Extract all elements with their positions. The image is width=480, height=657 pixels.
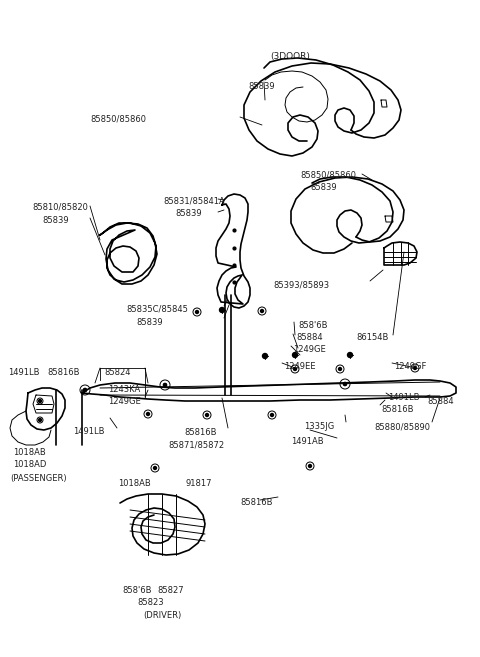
Text: 85827: 85827 xyxy=(157,586,184,595)
Text: 85816B: 85816B xyxy=(381,405,413,414)
Text: (DRIVER): (DRIVER) xyxy=(143,611,181,620)
Circle shape xyxy=(195,311,199,313)
Text: 858'6B: 858'6B xyxy=(298,321,327,330)
Text: 85816B: 85816B xyxy=(47,368,80,377)
Text: 1491AB: 1491AB xyxy=(291,437,324,446)
Text: 85839: 85839 xyxy=(248,82,275,91)
Text: 1491LB: 1491LB xyxy=(8,368,39,377)
Text: (PASSENGER): (PASSENGER) xyxy=(10,474,67,483)
Text: 85835C/85845: 85835C/85845 xyxy=(126,305,188,314)
Circle shape xyxy=(348,353,352,357)
Text: 85831/85841A: 85831/85841A xyxy=(163,196,225,205)
Text: 858'6B: 858'6B xyxy=(122,586,152,595)
Text: 86154B: 86154B xyxy=(356,333,388,342)
Circle shape xyxy=(261,309,264,313)
Text: 85839: 85839 xyxy=(42,216,69,225)
Text: 85884: 85884 xyxy=(427,397,454,406)
Text: 85823: 85823 xyxy=(137,598,164,607)
Circle shape xyxy=(344,382,347,386)
Text: 1249GF: 1249GF xyxy=(394,362,426,371)
Text: 85393/85893: 85393/85893 xyxy=(273,280,329,289)
Text: 1249GE: 1249GE xyxy=(293,345,326,354)
Circle shape xyxy=(271,413,274,417)
Text: 85871/85872: 85871/85872 xyxy=(168,441,224,450)
Circle shape xyxy=(164,384,167,386)
Circle shape xyxy=(205,413,208,417)
Text: 1018AD: 1018AD xyxy=(13,460,47,469)
Text: 1491LB: 1491LB xyxy=(73,427,105,436)
Circle shape xyxy=(344,382,347,386)
Text: 85816B: 85816B xyxy=(184,428,216,437)
Circle shape xyxy=(292,353,298,357)
Text: 85839: 85839 xyxy=(310,183,336,192)
Text: 85824: 85824 xyxy=(104,368,131,377)
Circle shape xyxy=(154,466,156,470)
Circle shape xyxy=(38,419,41,422)
Text: 1249EE: 1249EE xyxy=(284,362,315,371)
Text: 85839: 85839 xyxy=(136,318,163,327)
Text: 85850/85860: 85850/85860 xyxy=(300,170,356,179)
Text: 91817: 91817 xyxy=(186,479,213,488)
Circle shape xyxy=(263,353,267,359)
Circle shape xyxy=(413,367,417,369)
Text: 1335JG: 1335JG xyxy=(304,422,334,431)
Circle shape xyxy=(38,399,41,403)
Circle shape xyxy=(338,367,341,371)
Circle shape xyxy=(293,367,297,371)
Circle shape xyxy=(146,413,149,415)
Text: 85810/85820: 85810/85820 xyxy=(32,203,88,212)
Text: (3DOOR): (3DOOR) xyxy=(270,52,310,61)
Text: 85839: 85839 xyxy=(175,209,202,218)
Text: 1018AB: 1018AB xyxy=(118,479,151,488)
Text: 1243KA: 1243KA xyxy=(108,385,140,394)
Text: 1249GE: 1249GE xyxy=(108,397,141,406)
Circle shape xyxy=(309,464,312,468)
Circle shape xyxy=(164,384,167,386)
Text: 85880/85890: 85880/85890 xyxy=(374,422,430,431)
Text: 85884: 85884 xyxy=(296,333,323,342)
Circle shape xyxy=(84,388,86,392)
Text: 1018AB: 1018AB xyxy=(13,448,46,457)
Text: 85850/85860: 85850/85860 xyxy=(90,115,146,124)
Circle shape xyxy=(219,307,225,313)
Text: 1491LB: 1491LB xyxy=(388,393,420,402)
Text: 85816B: 85816B xyxy=(240,498,273,507)
Circle shape xyxy=(84,388,86,392)
